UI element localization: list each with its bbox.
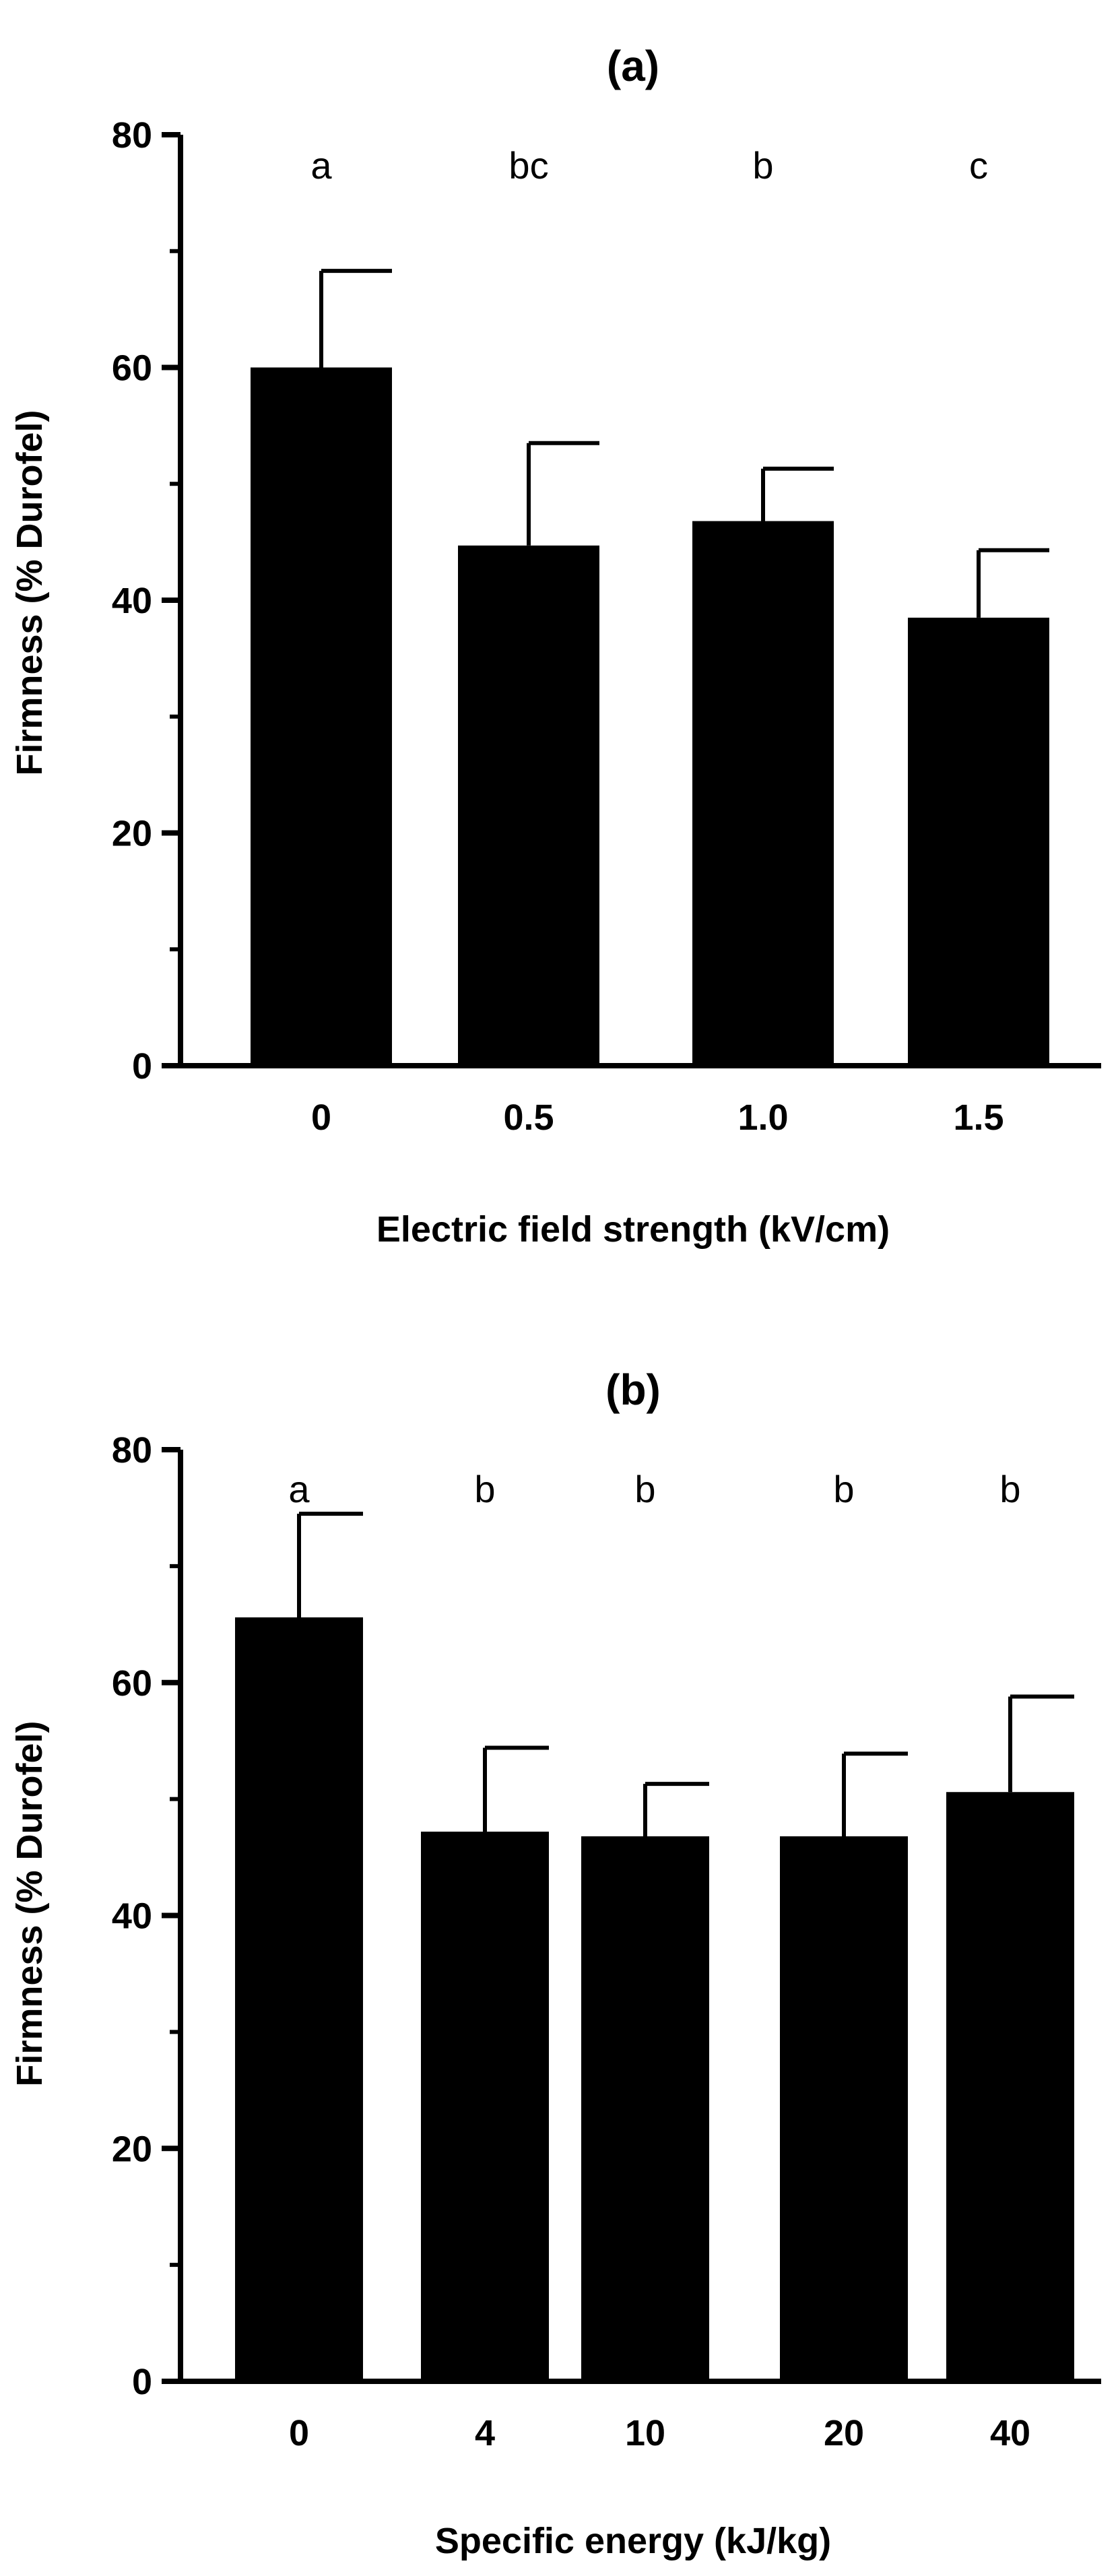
- chart-b-significance-letter: b: [634, 1468, 655, 1510]
- chart-b-x-axis-label: Specific energy (kJ/kg): [435, 2521, 831, 2561]
- chart-b-title: (b): [605, 1365, 661, 1414]
- chart-b-plot-area: 0 20 40 60 80 0 a 4 b 10 b 20 b 40 b: [112, 1430, 1101, 2453]
- chart-b-y-tick-label: 80: [112, 1430, 152, 1471]
- chart-a-significance-letter: bc: [508, 144, 548, 187]
- chart-b-y-tick-label: 60: [112, 1663, 152, 1704]
- chart-b-x-tick-label: 40: [990, 2413, 1030, 2453]
- chart-b-bar: [946, 1792, 1074, 2381]
- chart-a-significance-letter: c: [969, 144, 988, 187]
- chart-a-x-tick-label: 1.0: [737, 1097, 788, 1138]
- chart-b-x-tick-label: 4: [475, 2413, 495, 2453]
- chart-a-bar: [692, 521, 834, 1066]
- chart-b-significance-letter: b: [474, 1468, 495, 1510]
- chart-b-y-tick-label: 0: [132, 2362, 152, 2402]
- chart-a-y-tick-label: 60: [112, 348, 152, 389]
- chart-b-x-tick-label: 10: [625, 2413, 665, 2453]
- chart-a-significance-letter: b: [752, 144, 773, 187]
- chart-a-x-axis-label: Electric field strength (kV/cm): [376, 1209, 890, 1250]
- chart-b-significance-letter: b: [833, 1468, 854, 1510]
- chart-a-y-tick-label: 80: [112, 115, 152, 156]
- chart-b-bar: [581, 1836, 709, 2381]
- chart-a-y-tick-label: 20: [112, 814, 152, 854]
- chart-b-x-tick-label: 20: [824, 2413, 864, 2453]
- chart-a-y-tick-label: 40: [112, 581, 152, 621]
- chart-b-y-tick-label: 20: [112, 2129, 152, 2169]
- chart-b-x-tick-label: 0: [289, 2413, 309, 2453]
- chart-a-x-tick-label: 0: [311, 1097, 331, 1138]
- chart-panel-a: (a) Firmness (% Durofel) Electric field …: [9, 42, 1101, 1250]
- chart-a-title: (a): [607, 42, 659, 90]
- chart-a-bar: [458, 545, 599, 1066]
- chart-b-significance-letter: a: [288, 1468, 310, 1510]
- chart-a-x-tick-label: 1.5: [953, 1097, 1004, 1138]
- chart-a-bar: [908, 617, 1049, 1066]
- chart-b-y-tick-label: 40: [112, 1896, 152, 1937]
- chart-a-x-tick-label: 0.5: [503, 1097, 554, 1138]
- chart-b-bar: [780, 1836, 908, 2381]
- chart-b-bar: [421, 1832, 549, 2381]
- chart-b-significance-letter: b: [999, 1468, 1020, 1510]
- chart-a-y-tick-label: 0: [132, 1046, 152, 1087]
- chart-panel-b: (b) Firmness (% Durofel) Specific energy…: [9, 1365, 1101, 2561]
- chart-a-plot-area: 0 20 40 60 80 0 a 0.5 bc 1.0 b 1.5 c: [112, 115, 1101, 1138]
- chart-a-significance-letter: a: [310, 144, 332, 187]
- chart-a-y-axis-label: Firmness (% Durofel): [9, 410, 50, 775]
- chart-b-y-axis-label: Firmness (% Durofel): [9, 1720, 50, 2086]
- chart-a-bar: [251, 367, 392, 1066]
- chart-b-bar: [235, 1617, 363, 2381]
